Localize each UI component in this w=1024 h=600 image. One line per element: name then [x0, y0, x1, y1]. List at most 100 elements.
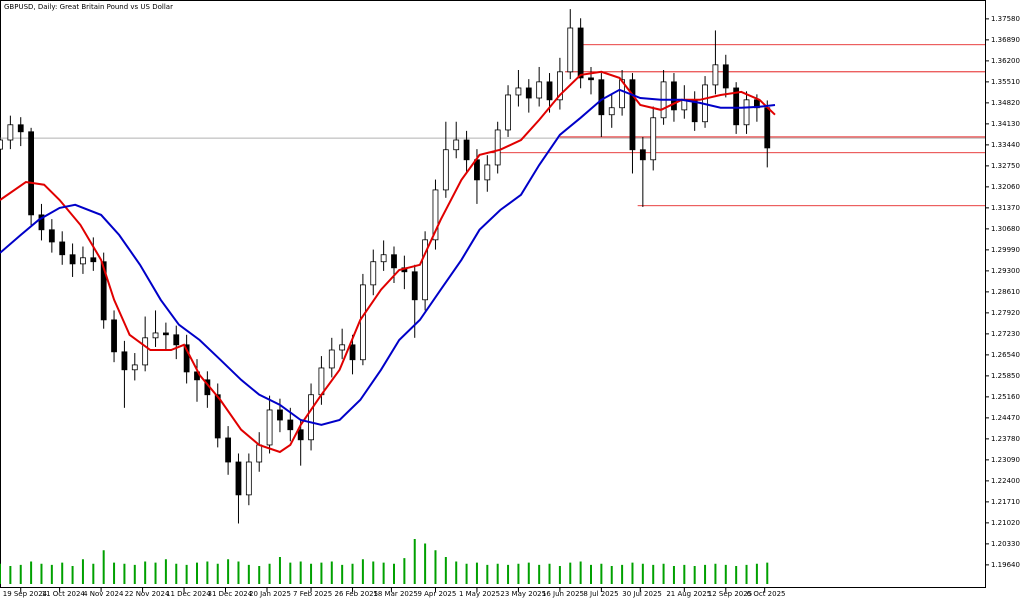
candle-body [577, 27, 584, 79]
candle-body [391, 254, 397, 269]
x-tick-label: 4 Nov 2024 [83, 590, 124, 598]
x-tick-label: 9 Apr 2025 [417, 590, 456, 598]
candle-body [111, 319, 117, 353]
volume-bar [320, 562, 323, 584]
volume-bar [206, 561, 209, 584]
candle-body [225, 437, 232, 463]
volume-bar [102, 550, 105, 584]
y-tick-label: 1.19640 [991, 561, 1020, 569]
volume-bar [621, 564, 624, 584]
candle-body [494, 129, 501, 166]
candle-body [743, 99, 750, 126]
x-tick-label: 11 Dec 2024 [166, 590, 211, 598]
candle-body [28, 131, 35, 216]
x-tick-label: 7 Feb 2025 [293, 590, 332, 598]
volume-bar [517, 563, 520, 584]
x-tick-label: 30 Jul 2025 [622, 590, 662, 598]
candle-body [131, 364, 138, 371]
candle-body [173, 334, 180, 346]
candle-body [162, 332, 169, 336]
candle-body [650, 117, 657, 161]
volume-bar [185, 564, 188, 584]
candle-body [671, 81, 677, 111]
volume-bar [714, 563, 717, 584]
volume-bar [434, 550, 437, 584]
volume-bar [40, 563, 43, 584]
y-tick-label: 1.29990 [991, 246, 1020, 254]
volume-bar [30, 561, 33, 584]
volume-bar [196, 562, 198, 584]
volume-bar [413, 539, 416, 584]
candle-body [359, 284, 366, 361]
volume-bar [164, 559, 167, 584]
volume-bar [672, 566, 675, 584]
candle-body [546, 81, 553, 101]
volume-bar [579, 561, 582, 584]
moving-average [0, 70, 776, 454]
y-tick-label: 1.36200 [991, 57, 1020, 65]
candle-body [598, 79, 605, 116]
y-tick-label: 1.37580 [991, 15, 1020, 23]
y-tick-label: 1.22400 [991, 477, 1020, 485]
x-tick-label: 22 Nov 2024 [125, 590, 170, 598]
candle-body [59, 241, 66, 256]
y-tick-label: 1.27920 [991, 309, 1020, 317]
volume-bar [154, 562, 157, 584]
volume-bar [455, 561, 458, 584]
candle-body [380, 254, 387, 263]
volume-bar [227, 559, 230, 584]
volume-bar [755, 563, 758, 584]
volume-bar [735, 566, 738, 584]
candle-body [712, 64, 719, 86]
y-tick-label: 1.32060 [991, 183, 1020, 191]
candle-body [733, 87, 740, 126]
y-tick-label: 1.25850 [991, 372, 1020, 380]
y-tick-label: 1.23090 [991, 456, 1020, 464]
volume-bar [393, 563, 395, 584]
moving-average [0, 88, 776, 426]
volume-bar [641, 563, 644, 584]
volume-bar [745, 564, 748, 584]
y-tick-label: 1.25160 [991, 393, 1020, 401]
candle-body [235, 461, 242, 496]
volume-bar [341, 564, 344, 584]
y-tick-label: 1.23780 [991, 435, 1020, 443]
candle-body [484, 164, 491, 181]
volume-bar [704, 564, 707, 584]
volume-bar [496, 563, 499, 584]
x-tick-label: 21 Aug 2025 [666, 590, 711, 598]
volume-bar [693, 566, 696, 584]
candle-body [567, 27, 574, 73]
y-tick-label: 1.29300 [991, 267, 1020, 275]
y-tick-label: 1.35510 [991, 78, 1020, 86]
candle-body [287, 419, 294, 431]
candle-body [100, 261, 107, 321]
volume-bar [123, 563, 126, 584]
x-tick-label: 16 Jun 2025 [542, 590, 584, 598]
y-tick-label: 1.30680 [991, 225, 1020, 233]
y-tick-label: 1.21020 [991, 519, 1020, 527]
volume-bar [299, 561, 302, 584]
volume-bar [133, 564, 136, 584]
volume-bar [9, 566, 12, 584]
volume-bar [610, 566, 613, 584]
x-tick-label: 19 Sep 2024 [3, 590, 48, 598]
candle-body [505, 94, 511, 131]
candle-body [339, 344, 346, 351]
x-tick-label: 20 Jan 2025 [249, 590, 291, 598]
volume-bar [351, 563, 354, 584]
candle-body [256, 444, 263, 463]
volume-bar [144, 561, 147, 584]
volume-bar [548, 563, 551, 584]
candle-body [80, 257, 86, 265]
y-tick-label: 1.34820 [991, 99, 1020, 107]
x-tick-label: 6 Oct 2025 [747, 590, 786, 598]
x-tick-label: 1 May 2025 [459, 590, 500, 598]
volume-bar [61, 562, 64, 584]
y-tick-label: 1.34130 [991, 120, 1020, 128]
candle-body [722, 64, 729, 89]
volume-bar [278, 557, 281, 584]
volume-bar [600, 563, 603, 584]
y-tick-label: 1.36890 [991, 36, 1020, 44]
